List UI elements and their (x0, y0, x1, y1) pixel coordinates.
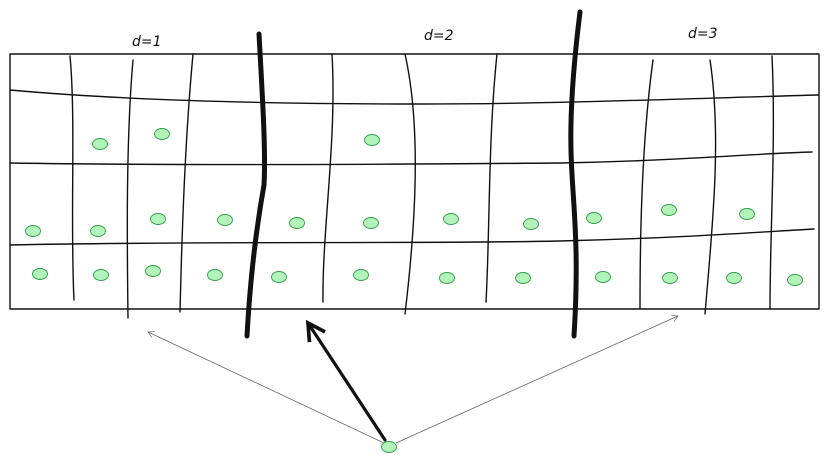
dot (364, 134, 380, 146)
dot (207, 269, 223, 281)
segment-label-d2: d=2 (424, 28, 454, 44)
dot (289, 217, 305, 229)
dot-layer (25, 128, 803, 286)
arrow-to-right-column (395, 315, 679, 444)
source-dot (381, 441, 397, 453)
grid-frame (9, 53, 820, 310)
segment-label-d3: d=3 (688, 26, 718, 42)
column-line (179, 53, 194, 313)
dot (523, 218, 539, 230)
column-dividers (69, 53, 775, 319)
dot (93, 269, 109, 281)
dot (271, 271, 287, 283)
arrow-to-left-column (147, 331, 385, 444)
dot (726, 272, 742, 284)
segment-separators (244, 9, 583, 339)
dot (32, 268, 48, 280)
column-line (69, 55, 75, 301)
dot (662, 272, 678, 284)
dot (787, 274, 803, 286)
dot (92, 138, 108, 150)
dot (439, 272, 455, 284)
column-line (769, 55, 775, 309)
column-line (126, 59, 134, 319)
column-line (639, 59, 654, 309)
dot (154, 128, 170, 140)
row-divider-bottom (9, 228, 815, 246)
dot (661, 204, 677, 216)
segment-separator-2 (568, 9, 583, 339)
dot (217, 214, 233, 226)
dot (25, 225, 41, 237)
arrows (147, 315, 679, 444)
row-divider-top (9, 89, 819, 105)
dot (595, 271, 611, 283)
dot (586, 212, 602, 224)
segment-separator-1 (244, 31, 268, 339)
dot (515, 272, 531, 284)
column-line (704, 59, 717, 315)
segment-labels: d=1 d=2 d=3 (132, 26, 718, 50)
row-divider-middle (9, 151, 813, 166)
dot (363, 217, 379, 229)
dot (443, 213, 459, 225)
dot (739, 208, 755, 220)
row-dividers (9, 89, 819, 246)
arrow-to-segment-separator (308, 323, 387, 442)
dot (150, 213, 166, 225)
column-line (322, 53, 334, 303)
dot (90, 225, 106, 237)
segment-label-d1: d=1 (132, 34, 162, 50)
column-line (404, 53, 416, 315)
dot (145, 265, 161, 277)
column-line (485, 53, 498, 303)
dot (353, 269, 369, 281)
